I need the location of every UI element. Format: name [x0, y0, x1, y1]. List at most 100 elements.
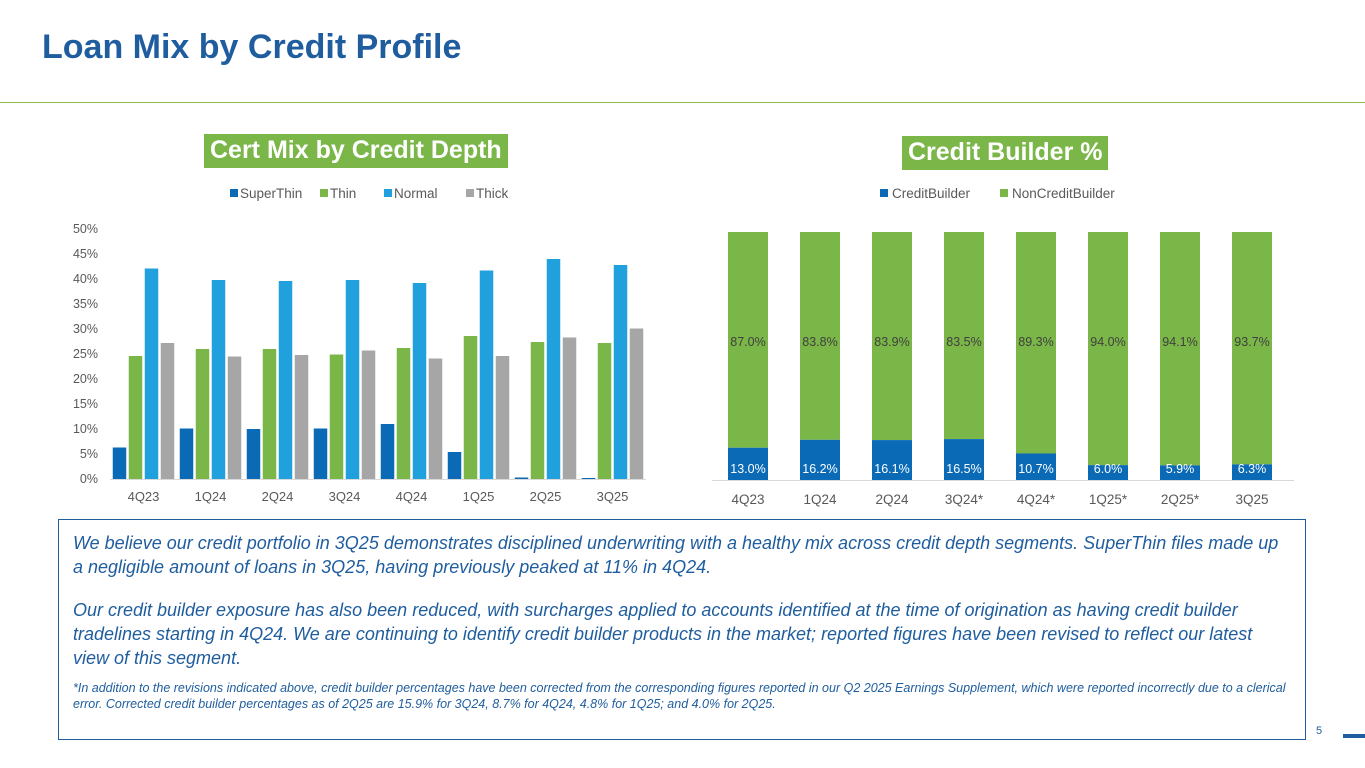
x-tick-label: 2Q25*	[1161, 492, 1200, 507]
y-tick-label: 50%	[73, 222, 98, 236]
bar-creditbuilder-3q24	[944, 439, 984, 480]
bar-normal-2q24	[278, 281, 293, 479]
footnote: *In addition to the revisions indicated …	[73, 681, 1286, 711]
bar-thin-4q24	[396, 348, 411, 479]
y-tick-label: 30%	[73, 322, 98, 336]
legend-swatch-thick	[466, 189, 474, 197]
commentary-paragraph-1: We believe our credit portfolio in 3Q25 …	[73, 533, 1279, 577]
page-number: 5	[1316, 725, 1323, 737]
bar-normal-1q24	[211, 280, 226, 479]
legend-swatch-normal	[384, 189, 392, 197]
bar-superthin-1q24	[179, 428, 194, 479]
x-tick-label: 4Q24*	[1017, 492, 1056, 507]
bar-noncreditbuilder-3q25	[1232, 232, 1272, 465]
bar-superthin-2q24	[246, 429, 261, 479]
y-tick-label: 5%	[80, 447, 98, 461]
bar-creditbuilder-4q24	[1016, 453, 1056, 480]
y-tick-label: 20%	[73, 372, 98, 386]
y-tick-label: 25%	[73, 347, 98, 361]
credit-builder-badge: Credit Builder %	[902, 136, 1109, 170]
y-tick-label: 10%	[73, 422, 98, 436]
data-label-noncreditbuilder: 94.0%	[1090, 335, 1125, 349]
bar-noncreditbuilder-2q24	[872, 232, 912, 441]
legend-label-creditbuilder: CreditBuilder	[892, 186, 971, 201]
bar-superthin-4q24	[380, 424, 395, 479]
bar-normal-1q25	[479, 270, 494, 479]
data-label-creditbuilder: 5.9%	[1166, 462, 1195, 476]
x-tick-label: 2Q25	[530, 489, 562, 504]
bar-creditbuilder-2q25	[1160, 465, 1200, 480]
bar-thin-1q25	[463, 336, 478, 479]
cert-mix-chart: 0% 5% 10% 15% 20% 25% 30% 35% 40% 45% 50% 4Q23 1Q24 2…	[73, 186, 646, 504]
y-tick-label: 45%	[73, 247, 98, 261]
data-label-creditbuilder: 16.2%	[802, 462, 837, 476]
bar-thick-3q25	[629, 328, 644, 479]
bar-noncreditbuilder-2q25	[1160, 232, 1200, 466]
data-label-noncreditbuilder: 93.7%	[1234, 335, 1269, 349]
bar-thin-3q24	[329, 354, 344, 479]
data-label-creditbuilder: 16.1%	[874, 462, 909, 476]
title-divider	[0, 102, 1365, 103]
y-tick-label: 35%	[73, 297, 98, 311]
data-label-noncreditbuilder: 94.1%	[1162, 335, 1197, 349]
data-label-creditbuilder: 6.0%	[1094, 462, 1123, 476]
legend-swatch-creditbuilder	[880, 189, 888, 197]
bar-noncreditbuilder-3q24	[944, 232, 984, 440]
bar-creditbuilder-2q24	[872, 440, 912, 480]
x-tick-label: 3Q25	[1235, 492, 1268, 507]
credit-builder-chart: 87.0% 13.0% 4Q23 83.8% 16.2% 1Q24 83.9% 16.1% 2Q…	[712, 186, 1294, 507]
bar-thick-1q25	[495, 356, 510, 479]
bar-thick-3q24	[361, 350, 376, 479]
x-tick-label: 4Q23	[128, 489, 160, 504]
bar-thick-2q24	[294, 355, 309, 479]
legend-swatch-thin	[320, 189, 328, 197]
bar-superthin-4q23	[112, 447, 127, 479]
data-label-creditbuilder: 10.7%	[1018, 462, 1053, 476]
x-tick-label: 4Q24	[396, 489, 428, 504]
legend-label-thick: Thick	[476, 186, 509, 201]
bar-thin-4q23	[128, 356, 143, 479]
x-tick-label: 2Q24	[262, 489, 294, 504]
bar-noncreditbuilder-4q24	[1016, 232, 1056, 454]
bar-thick-1q24	[227, 356, 242, 479]
bar-thin-3q25	[597, 343, 612, 479]
legend-label-normal: Normal	[394, 186, 438, 201]
data-label-noncreditbuilder: 89.3%	[1018, 335, 1053, 349]
x-tick-label: 3Q24*	[945, 492, 984, 507]
x-tick-label: 3Q25	[597, 489, 629, 504]
x-tick-label: 1Q24	[803, 492, 837, 507]
x-tick-label: 2Q24	[875, 492, 909, 507]
bar-normal-4q23	[144, 268, 159, 479]
bar-superthin-2q25	[514, 477, 529, 479]
x-tick-label: 4Q23	[731, 492, 764, 507]
commentary-box: We believe our credit portfolio in 3Q25 …	[58, 519, 1306, 740]
x-tick-label: 1Q25*	[1089, 492, 1128, 507]
x-tick-label: 1Q24	[195, 489, 227, 504]
bar-thin-1q24	[195, 349, 210, 479]
bar-normal-2q25	[546, 259, 561, 479]
bar-noncreditbuilder-1q25	[1088, 232, 1128, 466]
commentary-paragraph-2: Our credit builder exposure has also bee…	[73, 600, 1253, 668]
bar-creditbuilder-4q23	[728, 447, 768, 480]
data-label-creditbuilder: 13.0%	[730, 462, 765, 476]
bar-superthin-3q24	[313, 428, 328, 479]
y-tick-label: 15%	[73, 397, 98, 411]
page-accent-bar	[1343, 734, 1365, 738]
legend-label-superthin: SuperThin	[240, 186, 302, 201]
bar-normal-4q24	[412, 283, 427, 479]
data-label-noncreditbuilder: 83.9%	[874, 335, 909, 349]
bar-thick-4q24	[428, 358, 443, 479]
data-label-noncreditbuilder: 87.0%	[730, 335, 765, 349]
x-tick-label: 3Q24	[329, 489, 361, 504]
bar-thin-2q24	[262, 349, 277, 479]
cert-mix-badge: Cert Mix by Credit Depth	[204, 134, 508, 168]
bar-thin-2q25	[530, 342, 545, 479]
legend-swatch-noncreditbuilder	[1000, 189, 1008, 197]
page-title: Loan Mix by Credit Profile	[42, 28, 462, 66]
bar-normal-3q24	[345, 280, 360, 479]
bar-creditbuilder-1q24	[800, 439, 840, 480]
legend-swatch-superthin	[230, 189, 238, 197]
bar-thick-4q23	[160, 343, 175, 479]
data-label-creditbuilder: 16.5%	[946, 462, 981, 476]
bar-normal-3q25	[613, 265, 628, 479]
